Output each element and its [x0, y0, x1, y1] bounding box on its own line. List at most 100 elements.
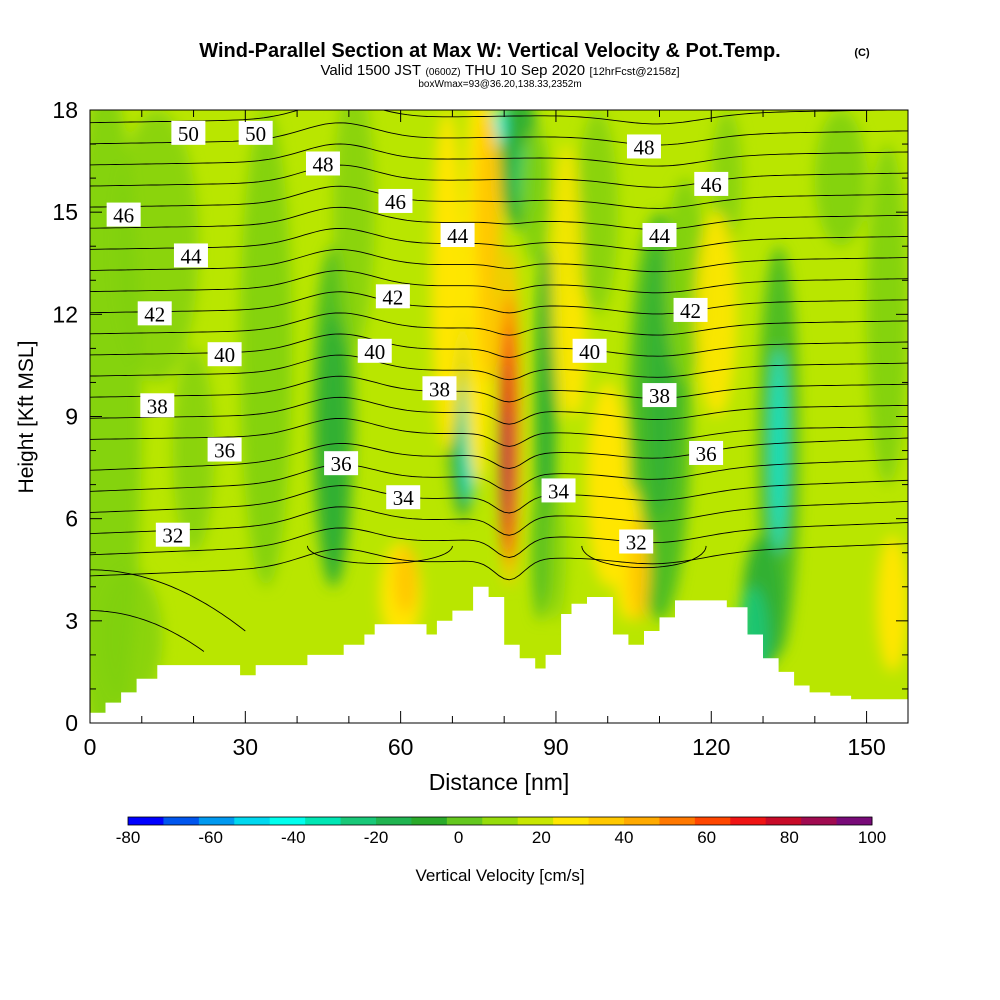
- colorbar-label: Vertical Velocity [cm/s]: [415, 866, 584, 885]
- colorbar-swatch: [128, 817, 164, 825]
- colorbar-swatch: [305, 817, 342, 825]
- colorbar: -80 -60 -40 -20 0 20 40 60 80 100: [116, 816, 886, 847]
- contour-label: 44: [173, 243, 208, 268]
- contour-label-text: 36: [331, 452, 352, 476]
- contour-label: 38: [642, 383, 677, 408]
- contour-label-text: 32: [162, 524, 183, 548]
- contour-label-text: 46: [701, 173, 722, 197]
- contour-label: 44: [642, 223, 677, 248]
- colorbar-tick-label: 40: [615, 828, 634, 847]
- theta-contour: [90, 569, 246, 632]
- y-tick-label: 9: [65, 404, 78, 430]
- theta-contour: [90, 375, 908, 403]
- contour-label-text: 34: [548, 479, 570, 503]
- contour-label-text: 44: [649, 224, 671, 248]
- contour-label: 46: [106, 202, 141, 228]
- contour-label-text: 44: [447, 224, 469, 248]
- contour-label-text: 42: [382, 285, 403, 309]
- theta-contour: [90, 479, 908, 514]
- theta-contour: [90, 227, 908, 252]
- copyright-mark: (C): [854, 47, 870, 59]
- contour-label: 48: [626, 134, 661, 159]
- contour-label: 32: [619, 529, 654, 555]
- theta-contour: [90, 437, 908, 471]
- y-tick-label: 18: [52, 97, 78, 123]
- contour-label-text: 48: [312, 152, 333, 176]
- valid-time-line: Valid 1500 JST (0600Z) THU 10 Sep 2020 […: [320, 62, 679, 79]
- theta-contour: [90, 164, 908, 188]
- contour-label: 50: [171, 120, 206, 146]
- contour-label: 40: [572, 338, 607, 364]
- x-axis-label: Distance [nm]: [429, 769, 570, 795]
- contour-label: 36: [207, 437, 242, 463]
- contour-label: 42: [673, 297, 708, 323]
- colorbar-swatch: [163, 817, 200, 825]
- theta-contour: [90, 206, 908, 230]
- contour-label-text: 42: [144, 302, 165, 326]
- contour-label-text: 34: [393, 486, 415, 510]
- theta-contour: [90, 417, 908, 447]
- colorbar-tick-label: 80: [780, 828, 799, 847]
- contour-label: 34: [541, 478, 576, 503]
- valid-prefix: Valid 1500 JST: [320, 62, 421, 79]
- contour-label-text: 40: [579, 340, 600, 364]
- contour-label-text: 48: [633, 135, 654, 159]
- contour-label: 42: [137, 301, 172, 326]
- colorbar-swatch: [446, 817, 483, 825]
- x-tick-label: 120: [692, 734, 730, 760]
- theta-contour: [306, 545, 453, 565]
- theta-contour: [90, 396, 908, 425]
- colorbar-swatch: [765, 817, 802, 825]
- theta-contour: [90, 185, 908, 209]
- theta-contour: [581, 545, 707, 569]
- y-tick-label: 15: [52, 199, 78, 225]
- theta-contour: [90, 110, 908, 125]
- y-tick-label: 12: [52, 301, 78, 327]
- contour-labels: 50 50 48 48 46 46 46 44 44 44 42 42 42 40 40 40 38 38 38 36…: [106, 120, 729, 555]
- theta-contour: [90, 270, 908, 294]
- colorbar-swatch: [269, 817, 306, 825]
- box-info: boxWmax=93@36.20,138.33,2352m: [418, 79, 581, 90]
- x-tick-label: 30: [233, 734, 259, 760]
- theta-contour: [90, 500, 908, 536]
- contour-label: 36: [689, 440, 724, 466]
- colorbar-swatch: [659, 817, 696, 825]
- contour-label: 46: [694, 171, 729, 197]
- theta-contour: [90, 458, 908, 492]
- contour-label-text: 46: [113, 204, 134, 228]
- contour-label-text: 40: [214, 343, 235, 367]
- contour-label: 48: [305, 151, 340, 176]
- theta-contour: [90, 522, 908, 558]
- colorbar-swatch: [340, 817, 377, 825]
- colorbar-swatch: [234, 817, 271, 825]
- contour-label-text: 44: [180, 244, 202, 268]
- contour-label: 42: [375, 284, 410, 309]
- contour-label-text: 36: [696, 442, 717, 466]
- contour-label-text: 36: [214, 439, 235, 463]
- colorbar-tick-label: 20: [532, 828, 551, 847]
- contour-label-text: 32: [626, 531, 647, 555]
- colorbar-swatch: [553, 817, 590, 825]
- contour-label: 40: [357, 338, 392, 364]
- x-tick-label: 0: [84, 734, 97, 760]
- colorbar-tick-label: -40: [281, 828, 306, 847]
- theta-contour: [90, 312, 908, 336]
- contour-label-text: 38: [429, 377, 450, 401]
- colorbar-swatch: [588, 817, 625, 825]
- colorbar-swatch: [730, 817, 767, 825]
- contour-label: 36: [324, 451, 359, 476]
- terrain-silhouette: [90, 586, 908, 723]
- theta-contour: [90, 249, 908, 273]
- theta-contour: [90, 122, 908, 146]
- colorbar-swatch: [836, 817, 873, 825]
- y-axis-label: Height [Kft MSL]: [15, 341, 38, 494]
- contour-label: 50: [238, 120, 273, 146]
- contour-label: 32: [155, 522, 190, 548]
- contour-label: 38: [140, 393, 175, 418]
- contour-label: 40: [207, 342, 242, 367]
- colorbar-swatch: [482, 817, 519, 825]
- valid-zulu: (0600Z): [426, 67, 461, 78]
- theta-contour: [90, 143, 908, 167]
